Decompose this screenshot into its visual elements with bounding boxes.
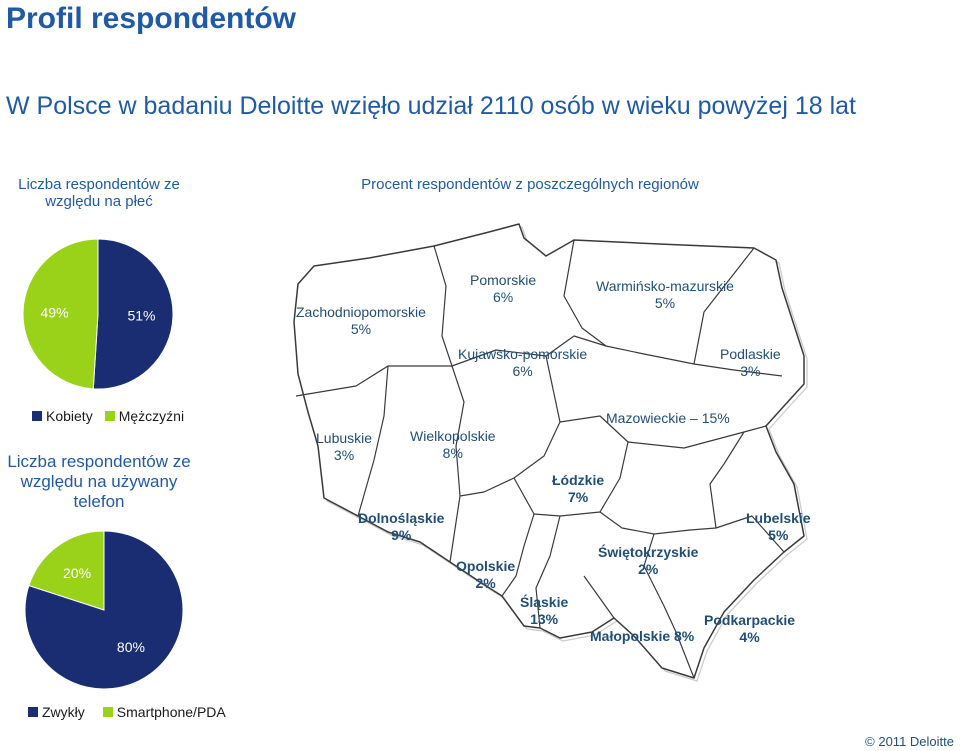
legend-swatch-zwykly [28, 707, 38, 717]
page-title: Profil respondentów [6, 2, 297, 35]
legend-label-kobiety: Kobiety [46, 408, 93, 424]
phone-slice-label-1: 80% [117, 639, 145, 655]
region-slaskie: Śląskie 13% [520, 594, 569, 627]
map-outline [293, 223, 805, 679]
region-map-title: Procent respondentów z poszczególnych re… [361, 176, 699, 193]
region-lubelskie: Lubelskie 5% [746, 510, 811, 543]
page-subtitle: W Polsce w badaniu Deloitte wzięło udzia… [6, 92, 856, 120]
map-region-borders [295, 239, 785, 679]
phone-chart-title: Liczba respondentów ze względu na używan… [7, 452, 191, 511]
legend-swatch-mezczyzni [104, 411, 115, 421]
region-lodzkie: Łódzkie 7% [552, 472, 605, 505]
legend-label-smartphone: Smartphone/PDA [116, 704, 226, 720]
region-wielkopolskie: Wielkopolskie 8% [410, 428, 496, 461]
gender-pie-chart: 51% 49% [22, 238, 174, 390]
region-opolskie: Opolskie 2% [456, 558, 516, 591]
poland-region-map [293, 223, 808, 682]
legend-label-mezczyzni: Mężczyźni [118, 408, 185, 424]
legend-swatch-kobiety [32, 411, 42, 421]
gender-slice-0 [92, 238, 174, 390]
gender-legend: Kobiety Mężczyźni [32, 408, 184, 424]
region-swietokrzyskie: Świętokrzyskie 2% [598, 544, 699, 577]
phone-legend: Zwykły Smartphone/PDA [28, 704, 226, 720]
gender-slice-label-0: 51% [127, 307, 155, 323]
region-dolnoslaskie: Dolnośląskie 9% [358, 510, 445, 543]
region-pomorskie: Pomorskie 6% [470, 272, 537, 305]
region-zachodniopomorskie: Zachodniopomorskie 5% [296, 304, 426, 337]
phone-slice-label-0: 20% [63, 565, 91, 581]
gender-slice-1 [22, 238, 99, 390]
phone-slice-0 [28, 530, 105, 611]
region-kujawsko-pomorskie: Kujawsko-pomorskie 6% [458, 346, 588, 379]
region-warminsko-mazurskie: Warmińsko-mazurskie 5% [596, 278, 734, 311]
gender-slice-label-1: 49% [41, 305, 69, 321]
region-malopolskie: Małopolskie 8% [590, 628, 695, 644]
region-podkarpackie: Podkarpackie 4% [704, 612, 796, 645]
gender-chart-title: Liczba respondentów ze względu na płeć [18, 176, 180, 210]
copyright: © 2011 Deloitte [865, 734, 954, 749]
legend-label-zwykly: Zwykły [42, 704, 85, 720]
region-lubuskie: Lubuskie 3% [316, 430, 373, 463]
phone-pie-chart: 20% 80% [24, 530, 184, 690]
phone-slice-1 [24, 530, 184, 690]
legend-swatch-smartphone [102, 707, 113, 717]
region-podlaskie: Podlaskie 3% [720, 346, 781, 379]
region-mazowieckie: Mazowieckie – 15% [606, 410, 730, 426]
